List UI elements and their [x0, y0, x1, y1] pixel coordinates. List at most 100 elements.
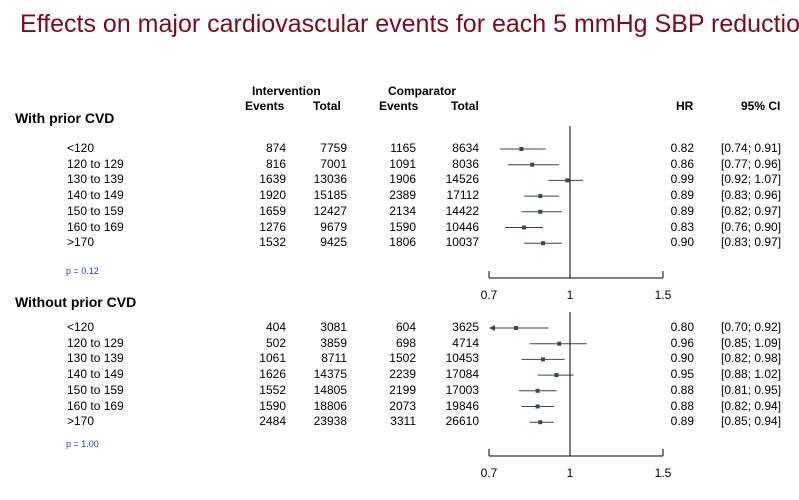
intervention-events: 1532 — [259, 235, 286, 250]
hr-marker — [535, 404, 540, 409]
comparator-total: 26610 — [445, 414, 479, 429]
hr-value: 0.80 — [670, 320, 694, 334]
intervention-total: 18806 — [313, 398, 347, 413]
category-label: 140 to 149 — [67, 188, 124, 203]
intervention-events: 1061 — [259, 351, 286, 366]
hr-marker — [554, 373, 559, 378]
intervention-total: 9425 — [320, 235, 347, 250]
category-label: 160 to 169 — [67, 219, 124, 234]
ci-value: [0.83; 0.96] — [721, 188, 782, 203]
comparator-total: 10037 — [445, 235, 479, 250]
comparator-total: 8036 — [452, 156, 479, 171]
ci-value: [0.76; 0.90] — [721, 219, 782, 234]
header-intervention-events: Events — [245, 99, 285, 113]
comparator-total: 8634 — [452, 141, 479, 155]
category-label: >170 — [67, 235, 95, 250]
ci-value: [0.85; 1.09] — [721, 335, 782, 350]
category-label: 150 to 159 — [67, 203, 124, 218]
category-label: 130 to 139 — [67, 351, 124, 366]
category-label: 120 to 129 — [67, 156, 124, 171]
comparator-events: 1165 — [390, 141, 416, 155]
hr-value: 0.95 — [670, 367, 694, 382]
intervention-total: 23938 — [313, 414, 347, 429]
p-value: p = 1.00 — [66, 439, 99, 449]
intervention-events: 1659 — [259, 203, 286, 218]
category-label: 120 to 129 — [67, 335, 124, 350]
comparator-events: 2073 — [389, 398, 416, 413]
intervention-total: 3081 — [320, 320, 347, 334]
intervention-total: 12427 — [313, 203, 347, 218]
category-label: 160 to 169 — [67, 398, 124, 413]
header-comparator: Comparator — [388, 84, 457, 98]
hr-marker — [538, 194, 543, 199]
intervention-total: 8711 — [321, 351, 347, 366]
hr-value: 0.86 — [670, 156, 694, 171]
hr-marker — [535, 388, 540, 393]
ci-value: [0.92; 1.07] — [721, 172, 782, 187]
category-label: 130 to 139 — [67, 172, 124, 187]
intervention-total: 14805 — [313, 382, 347, 397]
ci-value: [0.83; 0.97] — [721, 235, 782, 250]
ci-value: [0.88; 1.02] — [721, 367, 782, 382]
comparator-events: 604 — [395, 320, 416, 334]
hr-value: 0.89 — [670, 188, 694, 203]
x-tick-label: 1.5 — [655, 466, 672, 480]
comparator-total: 17084 — [445, 367, 479, 382]
hr-value: 0.89 — [670, 203, 694, 218]
header-comparator-events: Events — [379, 99, 419, 113]
hr-marker — [557, 341, 562, 346]
comparator-total: 10446 — [445, 219, 479, 234]
comparator-events: 2239 — [389, 367, 416, 382]
hr-marker — [522, 225, 527, 230]
comparator-total: 17112 — [446, 188, 479, 203]
hr-value: 0.88 — [670, 382, 694, 397]
hr-value: 0.88 — [670, 398, 694, 413]
x-tick-label: 0.7 — [481, 288, 498, 302]
intervention-total: 14375 — [313, 367, 347, 382]
hr-marker — [530, 162, 535, 167]
ci-value: [0.70; 0.92] — [721, 320, 782, 334]
hr-value: 0.89 — [670, 414, 694, 429]
ci-value: [0.77; 0.96] — [721, 156, 782, 171]
comparator-total: 14422 — [445, 203, 479, 218]
x-tick-label: 1.5 — [655, 288, 672, 302]
x-tick-label: 1 — [567, 466, 574, 480]
category-label: 140 to 149 — [67, 367, 124, 382]
header-intervention: Intervention — [252, 84, 321, 98]
comparator-events: 1806 — [389, 235, 416, 250]
comparator-events: 2134 — [389, 203, 416, 218]
intervention-events: 2484 — [259, 414, 286, 429]
comparator-events: 1906 — [389, 172, 416, 187]
p-value: p = 0.12 — [66, 266, 99, 276]
comparator-total: 4714 — [452, 335, 479, 350]
intervention-events: 1552 — [259, 382, 286, 397]
hr-value: 0.90 — [670, 351, 694, 366]
x-tick-label: 0.7 — [481, 466, 498, 480]
ci-value: [0.82; 0.94] — [721, 398, 782, 413]
category-label: >170 — [67, 414, 95, 429]
intervention-events: 1920 — [259, 188, 286, 203]
hr-marker — [541, 357, 545, 362]
intervention-events: 1626 — [259, 367, 286, 382]
comparator-total: 3625 — [452, 320, 479, 334]
intervention-events: 874 — [265, 141, 286, 155]
ci-value: [0.82; 0.98] — [721, 351, 782, 366]
header-comparator-total: Total — [451, 99, 479, 113]
hr-marker — [519, 147, 524, 151]
header-hr: HR — [676, 99, 694, 113]
hr-value: 0.96 — [670, 335, 694, 350]
comparator-total: 17003 — [445, 382, 479, 397]
ci-value: [0.82; 0.97] — [721, 203, 782, 218]
ci-arrow — [489, 325, 495, 331]
comparator-total: 14526 — [445, 172, 479, 187]
intervention-events: 1590 — [259, 398, 286, 413]
intervention-events: 1276 — [259, 219, 286, 234]
comparator-total: 10453 — [445, 351, 479, 366]
hr-value: 0.99 — [670, 172, 694, 187]
category-label: <120 — [67, 141, 95, 155]
hr-marker — [538, 420, 543, 425]
category-label: 150 to 159 — [67, 382, 124, 397]
intervention-total: 9679 — [320, 219, 347, 234]
group-label: With prior CVD — [15, 110, 115, 126]
